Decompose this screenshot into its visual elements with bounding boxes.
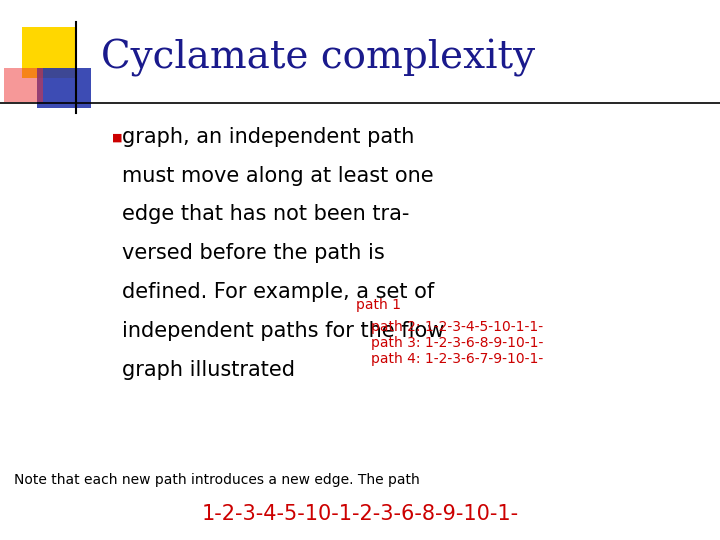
Text: graph illustrated: graph illustrated <box>122 360 295 380</box>
Text: path 1: path 1 <box>356 298 402 312</box>
Text: 1-2-3-4-5-10-1-2-3-6-8-9-10-1-: 1-2-3-4-5-10-1-2-3-6-8-9-10-1- <box>202 504 518 524</box>
Text: defined. For example, a set of: defined. For example, a set of <box>122 282 435 302</box>
Text: graph, an independent path: graph, an independent path <box>122 126 415 147</box>
Text: Cyclamate complexity: Cyclamate complexity <box>101 39 535 77</box>
Text: path 4: 1-2-3-6-7-9-10-1-: path 4: 1-2-3-6-7-9-10-1- <box>371 352 543 366</box>
FancyBboxPatch shape <box>22 27 76 78</box>
Text: versed before the path is: versed before the path is <box>122 243 385 264</box>
Text: ■: ■ <box>112 133 122 143</box>
Text: Note that each new path introduces a new edge. The path: Note that each new path introduces a new… <box>14 472 420 487</box>
Text: edge that has not been tra-: edge that has not been tra- <box>122 204 410 225</box>
FancyBboxPatch shape <box>37 68 91 108</box>
Text: independent paths for the flow: independent paths for the flow <box>122 321 445 341</box>
Text: path 3: 1-2-3-6-8-9-10-1-: path 3: 1-2-3-6-8-9-10-1- <box>371 336 543 350</box>
Text: path 2: 1-2-3-4-5-10-1-1-: path 2: 1-2-3-4-5-10-1-1- <box>371 320 543 334</box>
Text: must move along at least one: must move along at least one <box>122 165 434 186</box>
FancyBboxPatch shape <box>4 68 43 102</box>
